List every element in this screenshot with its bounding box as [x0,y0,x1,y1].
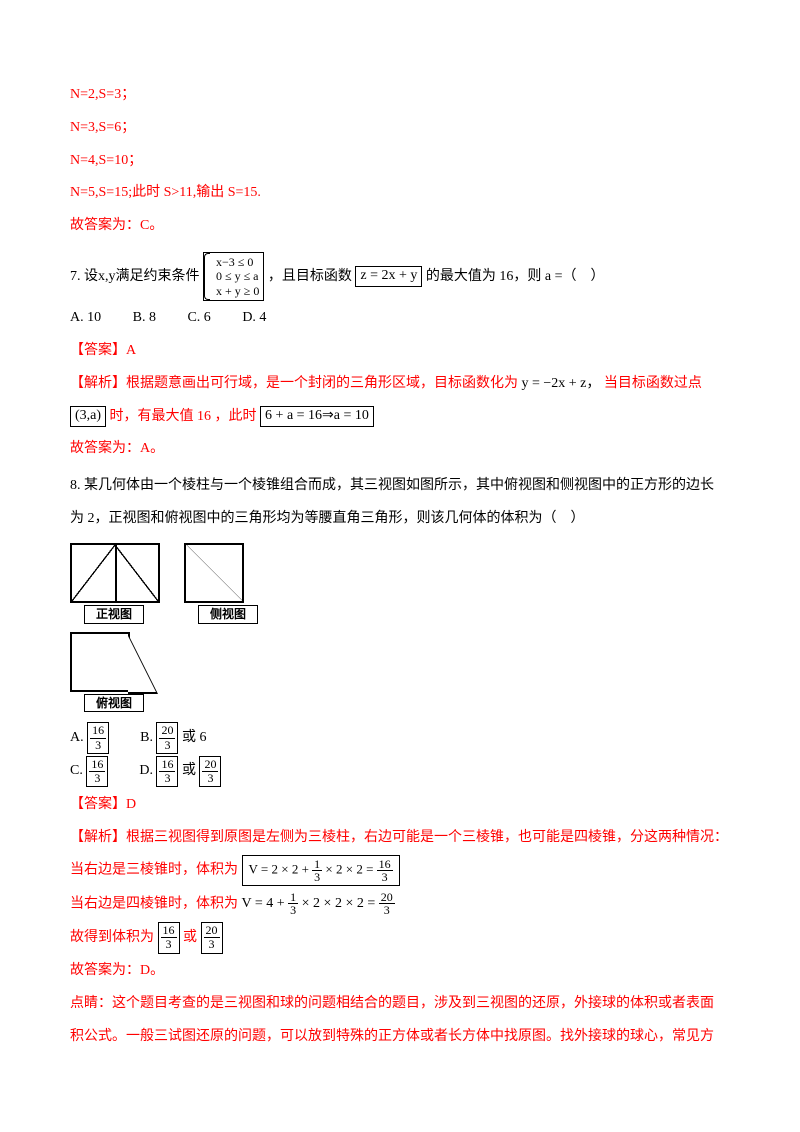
q7-answer: 【答案】A [70,336,730,367]
q8-answer: 【答案】D [70,790,730,821]
option-a: A. 10 [70,310,101,325]
q8-volume-case1: 当右边是三棱锥时，体积为 V = 2 × 2 + 13 × 2 × 2 = 16… [70,855,730,887]
q7-options: A. 10 B. 8 C. 6 D. 4 [70,303,730,334]
front-view-box [70,543,160,603]
text-line: N=2,S=3； [70,80,730,111]
denominator: 3 [90,739,106,752]
fraction-16-3: 16 3 [87,722,109,753]
option-a-label: A. [70,723,84,754]
side-view-box [184,543,244,603]
top-view-box [70,632,130,692]
q8-explanation: 【解析】根据三视图得到原图是左侧为三棱柱，右边可能是一个三棱锥，也可能是四棱锥，… [70,823,730,854]
fraction-16-3: 16 3 [158,922,180,953]
text: =（ ） [555,269,605,284]
constraint-3: x + y ≥ 0 [216,284,259,298]
y-expression: y = −2x + z， [522,376,601,391]
text: 当右边是三棱锥时，体积为 [70,863,238,878]
text: 当目标函数过点 [604,376,702,391]
formula-part-b: × 2 × 2 = [322,862,377,877]
q8-volume-case2: 当右边是四棱锥时，体积为 V = 4 + 13 × 2 × 2 × 2 = 20… [70,889,730,920]
top-view-label: 俯视图 [84,694,144,713]
option-c-label: C. [70,756,83,787]
denominator: 3 [379,904,395,916]
side-view-label: 侧视图 [198,605,258,624]
q8-conclusion: 故答案为：D。 [70,956,730,987]
option-d-mid: 或 [182,756,196,787]
option-b-label: B. [140,723,153,754]
q8-result: 故得到体积为 16 3 或 20 3 [70,922,730,954]
numerator: 20 [202,758,218,772]
option-d-label: D. [139,756,153,787]
q8-stem-1: 8. 某几何体由一个棱柱与一个棱锥组合而成，其三视图如图所示，其中俯视图和侧视图… [70,471,730,502]
denominator: 3 [89,772,105,785]
numerator: 16 [89,758,105,772]
numerator: 16 [159,758,175,772]
denominator: 3 [159,772,175,785]
fraction-20-3: 20 3 [201,922,223,953]
text: 【解析】根据题意画出可行域，是一个封闭的三角形区域，目标函数化为 [70,376,518,391]
q8-stem-2: 为 2，正视图和俯视图中的三角形均为等腰直角三角形，则该几何体的体积为（ ） [70,504,730,535]
denominator: 3 [204,938,220,951]
text: ，且目标函数 [268,269,352,284]
volume-formula-2: V = 4 + 13 × 2 × 2 × 2 = 203 [242,889,395,920]
q8-note-1: 点睛：这个题目考查的是三视图和球的问题相结合的题目，涉及到三视图的还原，外接球的… [70,989,730,1020]
q7-conclusion: 故答案为：A。 [70,434,730,465]
numerator: 16 [90,724,106,738]
q8-options-row1: A. 16 3 B. 20 3 或 6 [70,722,730,754]
option-d: D. 4 [242,310,266,325]
numerator: 20 [159,724,175,738]
volume-formula-1: V = 2 × 2 + 13 × 2 × 2 = 163 [242,855,400,886]
text-line: N=4,S=10； [70,146,730,177]
q7-stem: 7. 设x,y满足约束条件 x−3 ≤ 0 0 ≤ y ≤ a x + y ≥ … [70,252,730,301]
option-b: B. 8 [133,310,156,325]
text: 时，有最大值 16 ，此时 [110,409,257,424]
numerator: 20 [204,924,220,938]
z-expression: z = 2x + y [355,266,422,287]
formula-part-b: × 2 × 2 × 2 = [298,896,379,911]
fraction-16-3: 16 3 [86,756,108,787]
text: 或 [183,930,197,945]
text: 故得到体积为 [70,930,154,945]
front-view-label: 正视图 [84,605,144,624]
fraction-16-3: 16 3 [156,756,178,787]
option-b-tail: 或 6 [182,723,207,754]
denominator: 3 [161,938,177,951]
fraction-20-3: 20 3 [199,756,221,787]
fraction-20-3: 20 3 [156,722,178,753]
constraint-box: x−3 ≤ 0 0 ≤ y ≤ a x + y ≥ 0 [203,252,264,301]
answer-conclusion: 故答案为：C。 [70,211,730,242]
formula-part-a: V = 4 + [242,896,289,911]
a-variable: a [545,269,551,284]
option-c: C. 6 [187,310,210,325]
q7-explanation-1: 【解析】根据题意画出可行域，是一个封闭的三角形区域，目标函数化为 y = −2x… [70,369,730,400]
three-views-figure: 正视图 侧视图 俯视图 [70,543,730,719]
q7-explanation-2: (3,a) 时，有最大值 16 ，此时 6 + a = 16⇒a = 10 [70,402,730,433]
implication-box: 6 + a = 16⇒a = 10 [260,406,374,427]
q8-note-2: 积公式。一般三试图还原的问题，可以放到特殊的正方体或者长方体中找原图。找外接球的… [70,1022,730,1053]
q8-options-row2: C. 16 3 D. 16 3 或 20 3 [70,756,730,788]
denominator: 3 [377,871,393,883]
text-line: N=3,S=6； [70,113,730,144]
text-line: N=5,S=15;此时 S>11,输出 S=15. [70,178,730,209]
q7-prefix: 7. 设x,y满足约束条件 [70,269,200,284]
formula-part-a: V = 2 × 2 + [249,862,313,877]
numerator: 16 [161,924,177,938]
text: 当右边是四棱锥时，体积为 [70,896,238,911]
point-box: (3,a) [70,406,106,427]
denominator: 3 [202,772,218,785]
constraint-1: x−3 ≤ 0 [216,255,259,269]
constraint-2: 0 ≤ y ≤ a [216,269,259,283]
denominator: 3 [159,739,175,752]
text: 的最大值为 16，则 [426,269,542,284]
